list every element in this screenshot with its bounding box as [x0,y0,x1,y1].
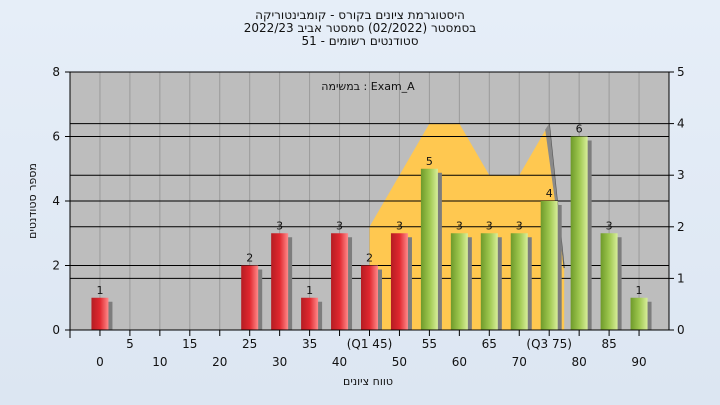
bar-55 [420,168,438,330]
data-label-70: 3 [516,219,523,232]
data-label-75: 4 [546,187,553,200]
bar-25 [241,265,259,330]
bar-70 [510,233,528,330]
y-tick-label: 6 [52,130,60,144]
x-tick-label-bottom: 60 [452,355,467,369]
y-tick-label: 8 [52,65,60,79]
chart-title-line-2: בסמסטר (02/2022) סמסטר אביב 2022/23 [243,21,477,35]
x-tick-label-bottom: 20 [212,355,227,369]
data-label-45: 2 [366,252,373,265]
y2-tick-label: 4 [677,117,685,131]
bar-85 [600,233,618,330]
chart-title-line-1: היסטוגרמת ציונים בקורס - קומבינטוריקה [255,8,465,22]
y-axis-title: מספר סטודנטים [26,163,39,239]
x-tick-label-top: 55 [422,337,437,351]
bar-0 [91,297,109,330]
bar-30 [271,233,289,330]
x-tick-label-bottom: 40 [332,355,347,369]
chart-title: היסטוגרמת ציונים בקורס - קומבינטוריקה בס… [0,9,720,48]
x-tick-label-bottom: 10 [152,355,167,369]
data-labels-layer: 1 2 3 1 3 2 3 5 3 3 3 4 6 3 1 [96,123,642,297]
x-tick-label-top: 85 [601,337,616,351]
x-tick-label-bottom: 30 [272,355,287,369]
bar-90 [630,297,648,330]
bar-45 [361,265,378,330]
x-tick-label-bottom: 90 [631,355,646,369]
data-label-90: 1 [636,284,643,297]
data-label-30: 3 [276,219,283,232]
bar-75 [540,201,558,330]
data-label-0: 1 [96,284,103,297]
data-label-35: 1 [306,284,313,297]
x-tick-label-top: 35 [302,337,317,351]
data-label-65: 3 [486,219,493,232]
data-label-55: 5 [426,155,433,168]
bar-35 [301,297,319,330]
bar-40 [331,233,349,330]
y2-tick-label: 0 [677,323,685,337]
x-axis-title: טווח ציונים [343,375,393,388]
task-annotation: במשימה : Exam_A [321,80,415,93]
x-tick-label-bottom: 50 [392,355,407,369]
x-tick-label-bottom: 80 [572,355,587,369]
y-tick-label: 0 [52,323,60,337]
data-label-80: 6 [576,123,583,136]
x-tick-label-top: 15 [182,337,197,351]
data-label-60: 3 [456,219,463,232]
data-label-50: 3 [396,219,403,232]
y2-tick-label: 5 [677,65,685,79]
y-tick-label: 2 [52,259,60,273]
bar-80 [570,136,588,330]
x-tick-label-top: 65 [482,337,497,351]
y2-tick-label: 3 [677,168,685,182]
y2-tick-label: 2 [677,220,685,234]
bar-60 [450,233,468,330]
bar-50 [390,233,408,330]
x-tick-label-bottom: 0 [96,355,104,369]
data-label-85: 3 [606,219,613,232]
y-tick-label: 4 [52,194,60,208]
x-tick-label-top: (Q1 45) [347,337,393,351]
bars-layer [91,136,652,330]
bar-65 [480,233,498,330]
x-tick-label-top: (Q3 75) [526,337,572,351]
chart-title-line-3: סטודנטים רשומים - 51 [301,34,419,48]
y2-tick-label: 1 [677,271,685,285]
data-label-40: 3 [336,219,343,232]
x-tick-label-top: 25 [242,337,257,351]
data-label-25: 2 [246,252,253,265]
x-tick-label-top: 5 [126,337,134,351]
x-tick-label-bottom: 70 [512,355,527,369]
